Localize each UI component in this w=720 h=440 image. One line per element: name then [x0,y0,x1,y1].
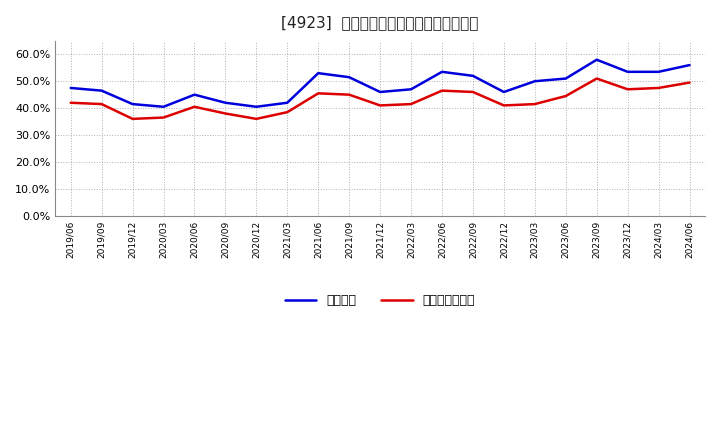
固定比率 [190,92,199,97]
固定長期適合率 [66,100,75,106]
固定長期適合率 [283,110,292,115]
固定長期適合率 [654,85,663,91]
固定比率 [128,102,137,107]
固定長期適合率 [252,116,261,121]
固定比率 [252,104,261,110]
固定長期適合率 [221,111,230,116]
固定長期適合率 [500,103,508,108]
Title: [4923]  固定比率、固定長期適合率の推移: [4923] 固定比率、固定長期適合率の推移 [282,15,479,30]
Line: 固定比率: 固定比率 [71,60,690,107]
固定長期適合率 [469,89,477,95]
固定長期適合率 [128,116,137,121]
固定長期適合率 [159,115,168,120]
固定比率 [221,100,230,106]
固定長期適合率 [531,102,539,107]
固定比率 [685,62,694,68]
固定比率 [500,89,508,95]
固定長期適合率 [376,103,384,108]
固定長期適合率 [345,92,354,97]
固定長期適合率 [685,80,694,85]
固定比率 [407,87,415,92]
固定比率 [345,74,354,80]
固定長期適合率 [314,91,323,96]
固定比率 [66,85,75,91]
Line: 固定長期適合率: 固定長期適合率 [71,79,690,119]
固定比率 [283,100,292,106]
固定比率 [531,79,539,84]
固定比率 [376,89,384,95]
固定比率 [593,57,601,62]
固定比率 [469,73,477,78]
固定長期適合率 [562,93,570,99]
固定長期適合率 [624,87,632,92]
固定比率 [624,69,632,74]
固定長期適合率 [593,76,601,81]
固定長期適合率 [190,104,199,110]
固定比率 [314,70,323,76]
固定比率 [654,69,663,74]
固定長期適合率 [407,102,415,107]
固定長期適合率 [438,88,446,93]
固定長期適合率 [97,102,106,107]
固定比率 [159,104,168,110]
固定比率 [97,88,106,93]
Legend: 固定比率, 固定長期適合率: 固定比率, 固定長期適合率 [280,289,480,312]
固定比率 [438,69,446,74]
固定比率 [562,76,570,81]
